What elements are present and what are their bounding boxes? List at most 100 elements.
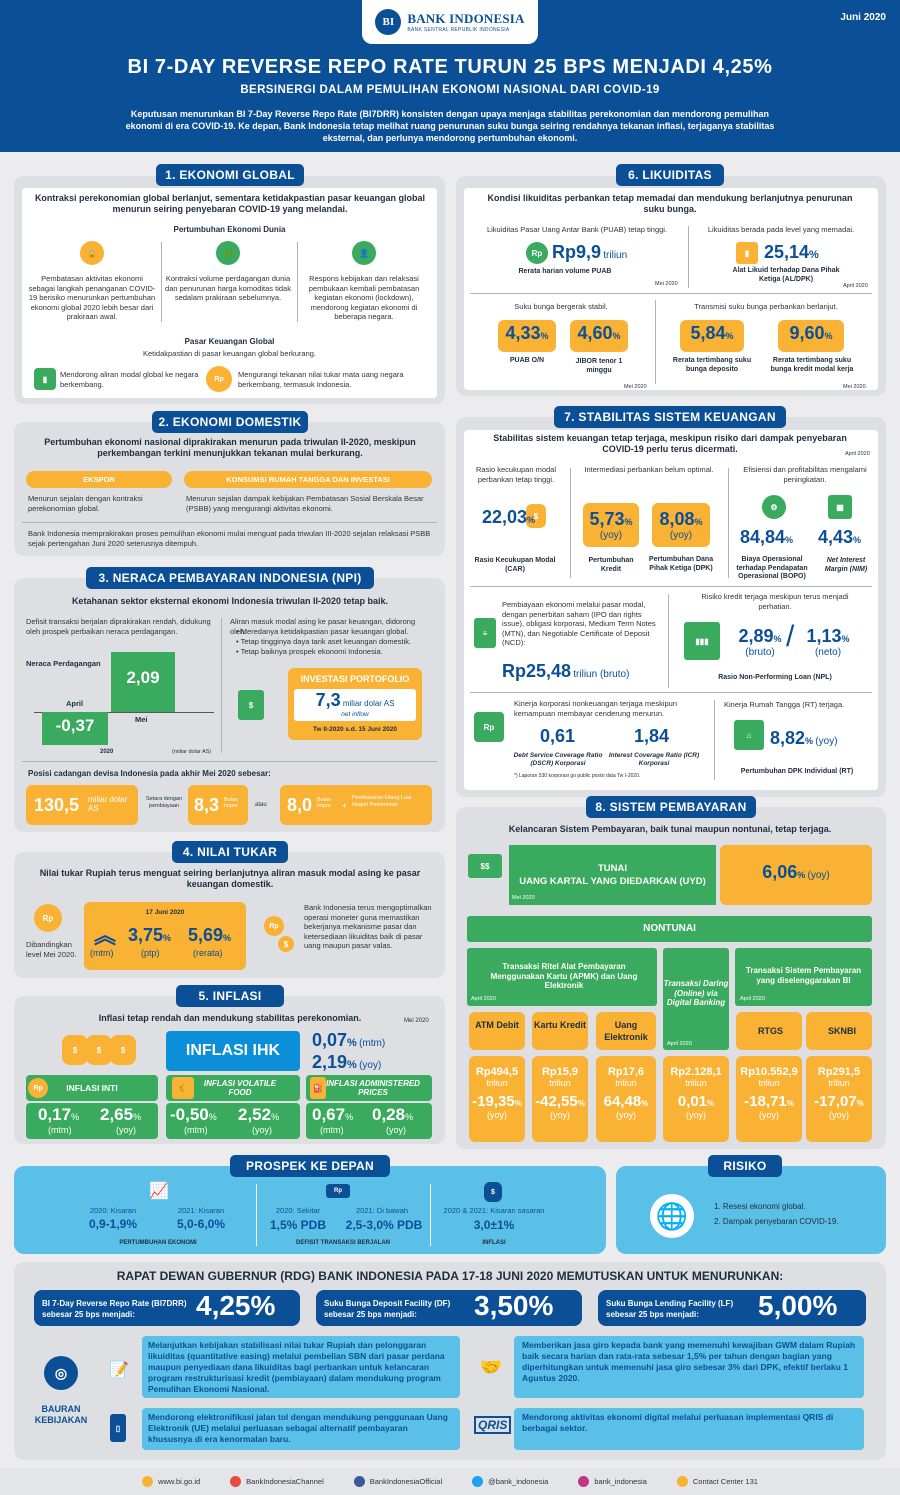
import-value-2: 8,0 xyxy=(287,795,313,815)
money-bag-icon: $ xyxy=(526,504,546,528)
unit: (yoy) xyxy=(616,1110,636,1120)
exchange-card xyxy=(84,902,246,970)
reserve-value: 130,5 xyxy=(34,795,80,815)
text: Rasio Non-Performing Loan (NPL) xyxy=(718,674,832,681)
date: April 2020 xyxy=(845,451,870,457)
unit: triliun xyxy=(603,250,628,261)
unit: (yoy) xyxy=(386,1125,406,1135)
unit: triliun xyxy=(758,1078,780,1088)
payment-col xyxy=(532,1056,588,1142)
text: Tetap tingginya daya tarik aset keuangan… xyxy=(240,637,412,646)
text: Rerata tertimbang suku bunga kredit moda… xyxy=(770,357,854,373)
divider xyxy=(470,586,872,587)
footer-link[interactable]: BankIndonesiaChannel xyxy=(246,1477,324,1486)
footer-facebook[interactable]: BankIndonesiaOfficial xyxy=(353,1476,443,1487)
money-bag-icon: Rp xyxy=(34,904,62,932)
text: atau xyxy=(255,802,267,808)
text: Pertumbuhan DPK Individual (RT) xyxy=(740,768,854,775)
uyd-card: 6,06% (yoy) xyxy=(720,845,872,905)
value: 0,07 xyxy=(312,1030,348,1050)
inflation-date: Mei 2020 xyxy=(404,1018,429,1024)
footer-youtube[interactable]: BankIndonesiaChannel xyxy=(230,1476,324,1487)
text: Transaksi Daring (Online) via Digital Ba… xyxy=(663,979,729,1007)
chart-label: Neraca Perdagangan xyxy=(26,659,101,668)
dscr-value: 0,61 xyxy=(540,726,576,746)
payment-col xyxy=(806,1056,872,1142)
value: 2,19 xyxy=(312,1052,348,1072)
bi-logo-icon: BI xyxy=(375,9,402,35)
financing-value: Rp25,48 triliun (bruto) xyxy=(502,661,629,682)
df-card xyxy=(316,1290,582,1326)
bar-april xyxy=(42,712,108,745)
al-dpk: 25,14% xyxy=(764,242,819,262)
page-title: BI 7-DAY REVERSE REPO RATE TURUN 25 BPS … xyxy=(127,56,773,78)
growth: -42,55 xyxy=(535,1093,578,1110)
section-intro: Kondisi likuiditas perbankan tetap memad… xyxy=(487,193,853,214)
atm-debit-label: ATM Debit xyxy=(469,1012,525,1050)
logo-text: BANK INDONESIA xyxy=(407,11,525,26)
bi7drr-card xyxy=(34,1290,300,1326)
ihk-label: INFLASI IHK xyxy=(166,1031,300,1071)
nontunai-header: NONTUNAI xyxy=(467,916,872,942)
text: Likuiditas berada pada level yang memada… xyxy=(707,225,855,234)
phone-icon xyxy=(676,1476,688,1487)
divider xyxy=(297,242,298,322)
money-bag-icon: $ xyxy=(62,1035,88,1065)
footnote: *) Laporan 530 korporasi go public posis… xyxy=(514,773,641,779)
section-title: 8. SISTEM PEMBAYARAN xyxy=(586,796,756,818)
rtgs-label: RTGS xyxy=(736,1012,802,1050)
value: 5,73 xyxy=(589,509,625,529)
text: Tetap baiknya prospek ekonomi Indonesia. xyxy=(240,647,383,656)
footer-link[interactable]: BankIndonesiaOfficial xyxy=(369,1477,443,1486)
risk-item: 2. Dampak penyebaran COVID-19. xyxy=(714,1217,839,1226)
text: Kinerja korporasi nonkeuangan terjaga me… xyxy=(514,699,678,718)
currency-icon: Rp xyxy=(206,366,232,392)
text: Pembiayaan ekonomi melalui pasar modal, … xyxy=(502,600,656,647)
tunai-card xyxy=(509,845,716,905)
footer-instagram[interactable]: bank_indonesia xyxy=(578,1476,647,1487)
section-title: 7. STABILITAS SISTEM KEUANGAN xyxy=(554,406,786,428)
text: Respons kebijakan dan relaksasi pembukaa… xyxy=(308,274,420,321)
currency-icon: Rp xyxy=(526,242,548,264)
tunai-title: TUNAI UANG KARTAL YANG DIEDARKAN (UYD) xyxy=(509,862,716,888)
rate-card: 9,60% xyxy=(778,320,844,352)
daring-group xyxy=(663,948,729,1050)
unit: (mtm) xyxy=(184,1125,208,1135)
section-intro: Kontraksi perekonomian global berlanjut,… xyxy=(34,193,426,214)
value: 2,89 xyxy=(738,626,774,646)
plant-icon: 🌿 xyxy=(216,241,240,265)
footer-link[interactable]: www.bi.go.id xyxy=(158,1477,201,1486)
banknote-icon: Rp xyxy=(326,1184,350,1198)
footer-link[interactable]: bank_indonesia xyxy=(594,1477,647,1486)
footer-web[interactable]: www.bi.go.id xyxy=(142,1476,200,1487)
text: Setara dengan pembiayaan xyxy=(145,796,183,809)
footer-link[interactable]: @bank_indonesia xyxy=(488,1477,549,1486)
text: Rerata tertimbang suku bunga deposito xyxy=(672,357,752,373)
footer-twitter[interactable]: @bank_indonesia xyxy=(472,1476,548,1487)
portfolio-value: 7,3 xyxy=(315,690,341,710)
text: Bank Indonesia terus mengoptimalkan oper… xyxy=(304,903,432,950)
unit: (yoy) xyxy=(815,736,838,747)
unit: (yoy) xyxy=(686,1110,706,1120)
value: 9,60 xyxy=(789,323,825,343)
bullet: • Tetap tingginya daya tarik aset keuang… xyxy=(236,637,412,646)
portfolio-sub: net inflow xyxy=(341,711,369,718)
portfolio-unit: miliar dolar AS xyxy=(342,699,395,708)
text: 2021: Di bawah xyxy=(355,1206,409,1215)
issue-date: Juni 2020 xyxy=(840,12,886,23)
value: 4,43 xyxy=(818,527,854,547)
text: Kontraksi volume perdagangan dunia dan p… xyxy=(165,274,291,302)
footer-contact[interactable]: Contact Center 131 xyxy=(676,1476,758,1487)
unit: (yoy) xyxy=(550,1110,570,1120)
date: April 2020 xyxy=(843,283,868,289)
footer-link[interactable]: Contact Center 131 xyxy=(692,1477,758,1486)
rate-card: 4,60% xyxy=(570,320,628,352)
unit-label: (miliar dolar AS) xyxy=(172,749,212,755)
text: Pertumbuhan Dana Pihak Ketiga (DPK) xyxy=(648,556,714,572)
divider xyxy=(22,761,437,762)
value: 6,06 xyxy=(762,862,798,882)
date: Mei 2020 xyxy=(512,895,535,901)
logo[interactable]: BI BANK INDONESIA BANK SENTRAL REPUBLIK I… xyxy=(362,0,538,44)
divider xyxy=(22,522,437,523)
value: 8,82 xyxy=(770,728,806,748)
